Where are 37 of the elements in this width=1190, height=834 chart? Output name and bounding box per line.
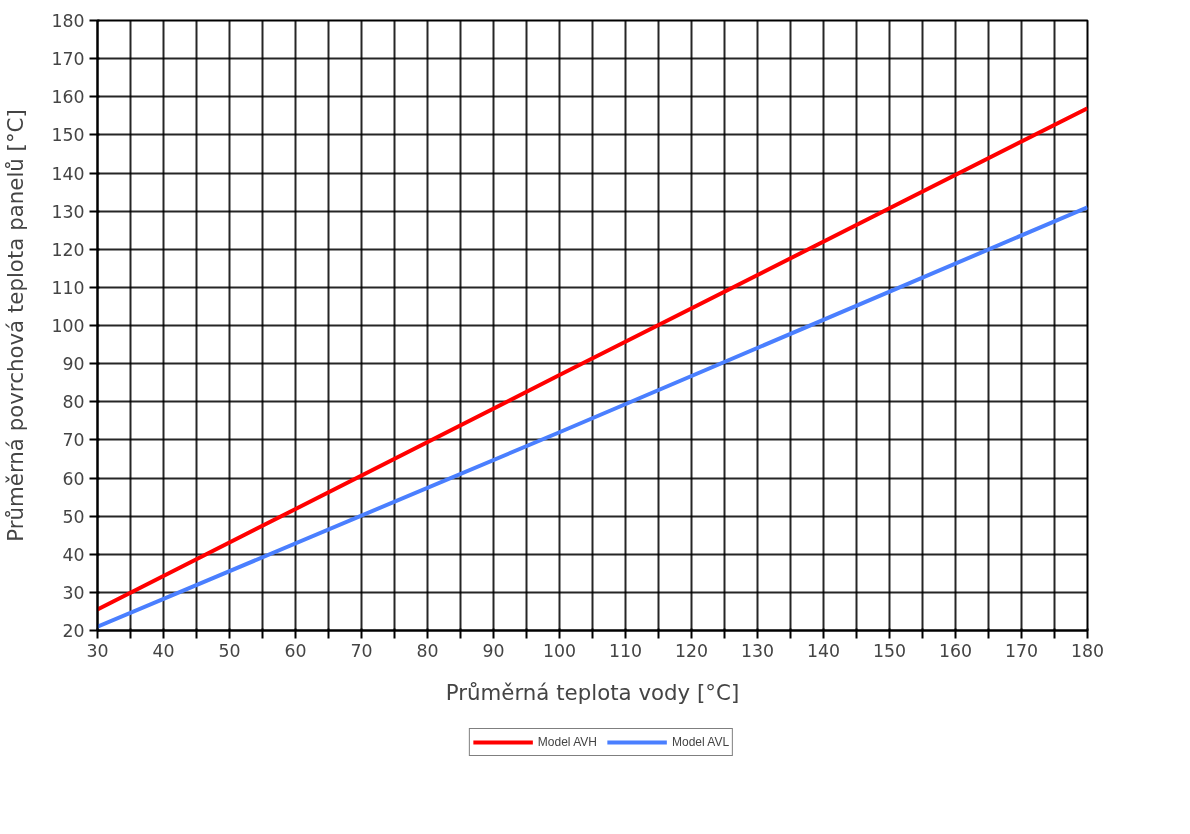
x-tick-label: 60 [284, 640, 307, 661]
y-tick-label: 60 [62, 468, 85, 489]
y-tick-label: 50 [62, 506, 85, 527]
y-tick-label: 30 [62, 582, 85, 603]
x-tick-label: 160 [938, 640, 973, 661]
y-tick-label: 20 [62, 621, 85, 641]
y-axis-title: Průměrná povrchová teplota panelů [°C] [3, 109, 29, 542]
x-tick-label: 100 [542, 640, 577, 661]
y-tick-label: 120 [51, 239, 85, 260]
y-tick-label: 100 [51, 316, 85, 336]
legend-label: Model AVH [537, 735, 597, 749]
x-tick-label: 110 [608, 640, 643, 661]
x-tick-label: 180 [1070, 640, 1105, 661]
x-tick-label: 50 [218, 640, 241, 661]
y-tick-label: 90 [62, 354, 85, 375]
x-tick-label: 150 [872, 640, 907, 661]
x-tick-label: 30 [86, 640, 109, 661]
x-axis-title: Průměrná teplota vody [°C] [445, 679, 740, 705]
x-tick-label: 170 [1004, 640, 1039, 661]
x-tick-label: 90 [482, 640, 505, 661]
x-tick-label: 70 [350, 640, 373, 661]
x-tick-label: 80 [416, 640, 439, 661]
legend-label: Model AVL [671, 735, 730, 749]
y-tick-label: 150 [51, 125, 85, 146]
y-tick-label: 70 [62, 430, 85, 451]
y-tick-label: 170 [51, 49, 85, 70]
x-tick-label: 130 [740, 640, 775, 661]
y-tick-label: 130 [51, 201, 85, 222]
y-tick-label: 160 [51, 87, 85, 108]
x-tick-label: 140 [806, 640, 841, 661]
x-tick-label: 40 [152, 640, 175, 661]
x-tick-label: 120 [674, 640, 709, 661]
y-tick-label: 80 [62, 392, 85, 413]
y-tick-label: 40 [62, 544, 85, 565]
y-tick-label: 180 [51, 11, 85, 31]
y-tick-label: 140 [51, 163, 85, 184]
y-tick-label: 110 [51, 277, 85, 298]
